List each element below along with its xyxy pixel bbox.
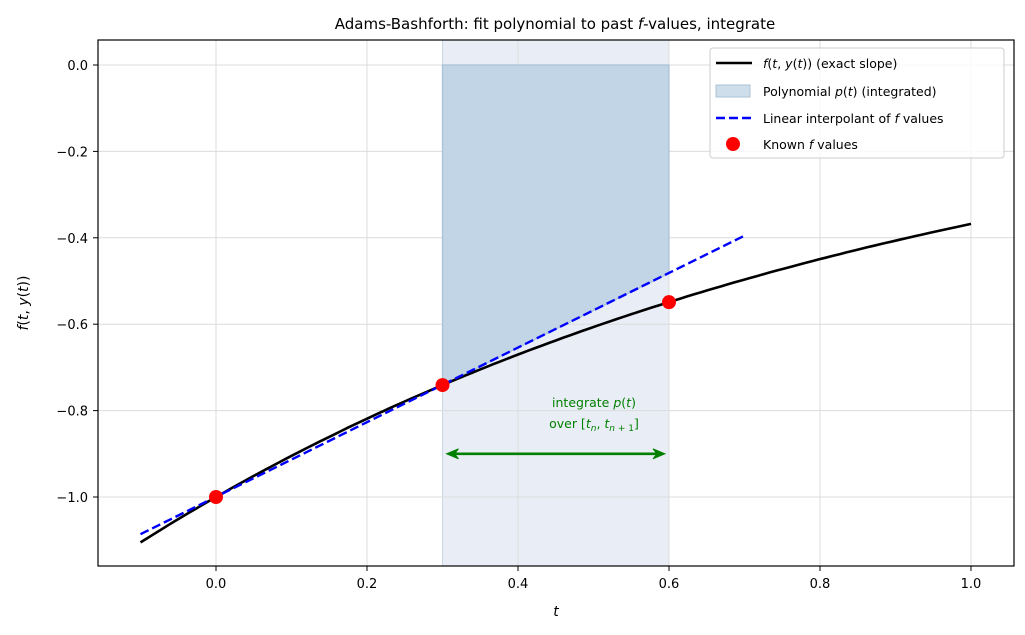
arrow-head-left-icon [445,448,459,460]
known-f-value-point [435,378,450,393]
legend-label: f(t, y(t)) (exact slope) [763,56,897,71]
x-tick-label: 0.2 [357,577,378,592]
known-f-value-point [662,295,676,310]
x-tick-label: 0.4 [508,577,529,592]
exact-slope-curve [139,222,972,544]
plot-frame [97,39,1015,567]
legend-label: Polynomial p(t) (integrated) [763,84,937,99]
known-f-value-point [209,490,223,504]
x-tick-label: 1.0 [961,577,982,592]
legend-label: Known f values [763,137,858,152]
y-axis-label: f(t, y(t)) [16,275,32,330]
x-tick-label: 0.0 [206,577,227,592]
chart-title: Adams-Bashforth: fit polynomial to past … [335,15,775,33]
legend-box [709,47,1005,159]
legend-patch-icon [715,84,751,98]
x-tick-label: 0.6 [659,577,680,592]
legend-marker-icon [726,137,740,151]
linear-interpolant-line [139,234,746,536]
axes-frame [97,39,1015,567]
data-series [139,222,972,544]
y-tick-label: −0.8 [56,405,88,420]
y-tick-label: −0.4 [56,232,88,247]
y-tick-label: −0.6 [56,318,88,333]
y-tick-label: −1.0 [56,491,88,506]
y-tick-label: 0.0 [67,59,88,74]
arrow-head-right-icon [652,448,667,460]
axis-ticks: 0.0 0.2 0.4 0.6 0.8 1.0 0.0 −0.2 −0.4 −0.6 −0.8 −1.… [56,59,981,592]
x-tick-label: 0.8 [810,577,831,592]
annotation-text-line1: integrate p(t) [552,395,636,410]
y-tick-label: −0.2 [56,145,88,160]
legend-label: Linear interpolant of f values [763,111,944,126]
legend: f(t, y(t)) (exact slope) Polynomial p(t) … [709,47,1005,159]
x-axis-label: t [553,604,559,620]
